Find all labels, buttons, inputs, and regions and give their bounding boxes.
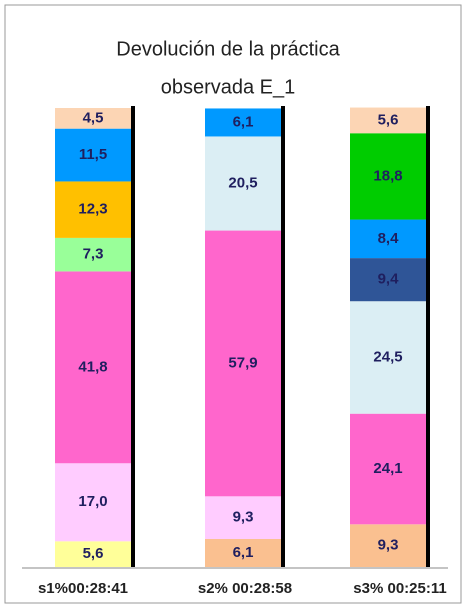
chart-title: observada E_1: [161, 76, 296, 98]
bar-segment: [55, 108, 131, 129]
bar-segment: [205, 230, 281, 497]
bar-segment: [55, 181, 131, 238]
bar-edge: [426, 106, 430, 567]
data-label: 5,6: [378, 111, 399, 128]
data-label: 6,1: [233, 544, 254, 561]
bar-edge: [281, 106, 285, 567]
bar-segment: [205, 539, 281, 567]
data-label: 9,3: [378, 537, 399, 554]
bar-segment: [350, 107, 426, 134]
bar-edge: [131, 106, 135, 567]
bar-segment: [350, 413, 426, 525]
x-tick-label: s3% 00:25:11: [353, 580, 446, 597]
x-tick-label: s2% 00:28:58: [198, 580, 292, 597]
bar-segment: [350, 258, 426, 302]
data-label: 8,4: [378, 230, 400, 247]
data-label: 17,0: [78, 493, 107, 510]
data-label: 24,5: [373, 348, 402, 365]
x-tick-label: s1%00:28:41: [38, 580, 128, 597]
bar-segment: [350, 524, 426, 567]
data-label: 9,3: [233, 509, 254, 526]
data-label: 7,3: [83, 246, 104, 263]
bar-segment: [350, 301, 426, 414]
bar-segment: [55, 463, 131, 542]
data-label: 11,5: [79, 146, 107, 163]
bar-segment: [55, 271, 131, 464]
bar-segment: [350, 133, 426, 220]
data-label: 18,8: [373, 167, 402, 184]
data-label: 6,1: [233, 113, 254, 130]
bar-segment: [205, 136, 281, 231]
bar-segment: [350, 219, 426, 259]
data-label: 41,8: [78, 358, 107, 375]
data-label: 57,9: [228, 354, 257, 371]
data-label: 12,3: [78, 201, 107, 218]
data-label: 24,1: [373, 460, 402, 477]
chart-title: Devolución de la práctica: [116, 38, 340, 60]
data-label: 9,4: [378, 271, 400, 288]
bar-segment: [55, 541, 131, 567]
data-label: 20,5: [228, 174, 257, 191]
bar-segment: [55, 237, 131, 272]
bar-segment: [205, 496, 281, 540]
data-label: 4,5: [83, 109, 104, 126]
bar-segment: [55, 128, 131, 182]
bar-segment: [205, 108, 281, 137]
data-label: 5,6: [83, 545, 104, 562]
